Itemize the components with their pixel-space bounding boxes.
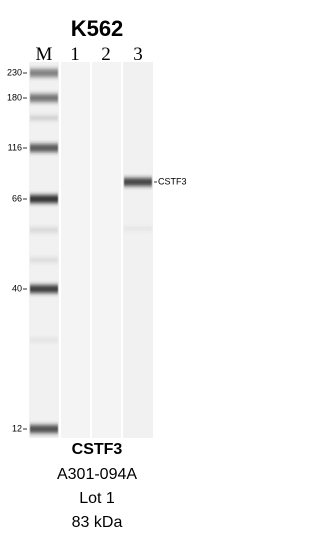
lane-bg xyxy=(61,62,90,438)
lane-label: 1 xyxy=(70,44,80,65)
lane-label: 3 xyxy=(133,44,143,65)
marker-band xyxy=(30,144,58,152)
lane-bg xyxy=(92,62,121,438)
faint-band xyxy=(124,227,152,230)
lane-bg xyxy=(123,62,153,438)
gel xyxy=(29,62,153,438)
marker-band xyxy=(30,195,58,203)
footer-line: A301-094A xyxy=(57,466,137,483)
lane-label: 2 xyxy=(101,44,111,65)
marker-label: 12 xyxy=(12,423,22,433)
footer-line: Lot 1 xyxy=(79,490,115,507)
marker-label: 116 xyxy=(8,142,22,152)
marker-band xyxy=(30,69,58,77)
band-label: CSTF3 xyxy=(158,176,187,186)
faint-band xyxy=(30,258,58,262)
marker-band xyxy=(30,94,58,102)
marker-label: 66 xyxy=(12,193,22,203)
marker-band xyxy=(30,285,58,293)
faint-band xyxy=(30,228,58,232)
bands xyxy=(30,69,152,433)
marker-label: 40 xyxy=(12,283,22,293)
footer-line: 83 kDa xyxy=(72,514,123,531)
sample-band xyxy=(124,178,152,186)
marker-label: 180 xyxy=(7,92,22,102)
title: K562 xyxy=(71,16,124,41)
marker-band xyxy=(30,425,58,433)
lane-label: M xyxy=(36,44,53,65)
lane-bg xyxy=(29,62,59,438)
faint-band xyxy=(30,338,58,342)
faint-band xyxy=(30,116,58,120)
marker-label: 230 xyxy=(7,67,22,77)
blot-figure: K562 CSTF3 M 1 2 3230180116664012CSTF3A301-… xyxy=(7,16,187,531)
footer-line: CSTF3 xyxy=(72,441,123,458)
